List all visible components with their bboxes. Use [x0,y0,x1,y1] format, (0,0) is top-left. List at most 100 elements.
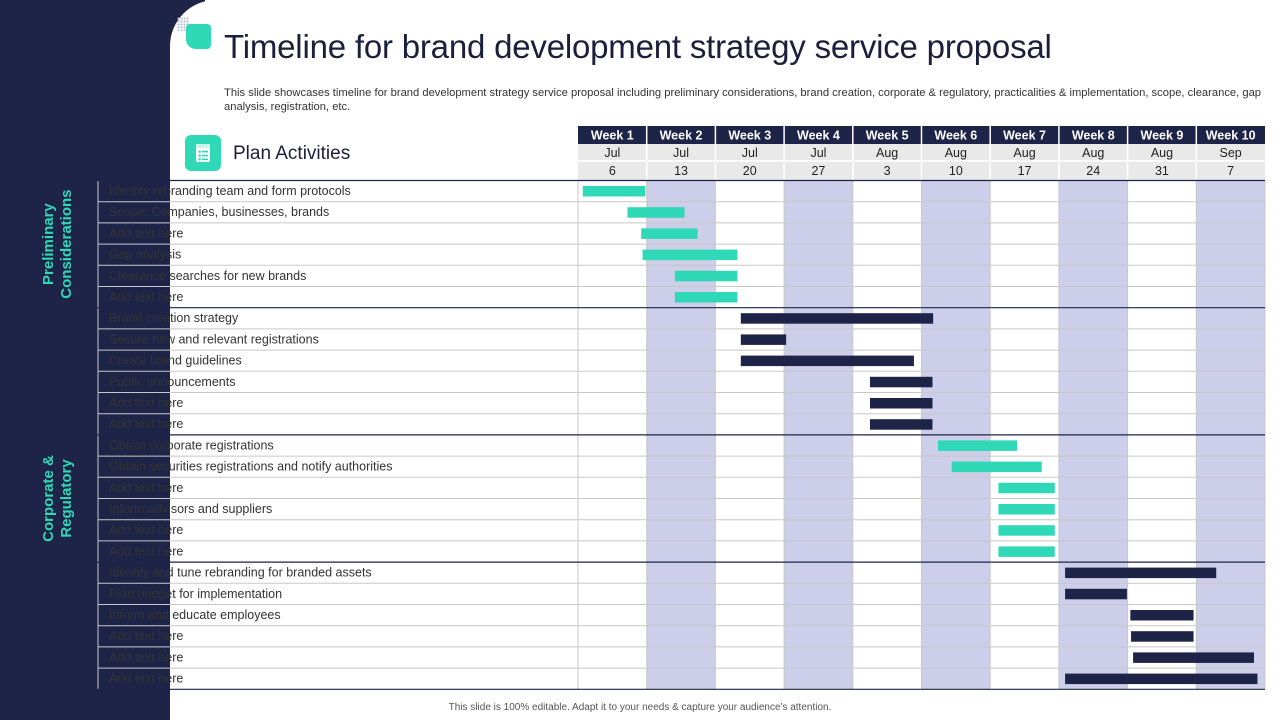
week-header-cell [1196,126,1265,144]
group-label: Corporate &Regulatory [40,455,75,542]
week-label: Week 1 [591,129,634,143]
task-bar [1131,631,1194,642]
calendar-list-icon [185,135,221,171]
group-label-text: BrandCreation [40,341,75,402]
day-label: 3 [884,164,891,178]
week-label: Week 3 [728,129,771,143]
week-header-cell [1127,126,1197,144]
date-header-cell [921,144,991,180]
date-header-cell [578,144,647,180]
task-label: Plan budget for implementation [109,587,282,601]
task-label: Add text here [109,396,183,410]
task-bar [869,398,933,409]
task-label: Add text here [109,226,183,240]
day-label: 7 [1227,164,1234,178]
task-bar [951,461,1042,473]
date-header-cell [715,144,785,180]
day-label: 24 [1086,164,1100,178]
week-label: Week 2 [660,129,703,143]
date-header-cell [784,144,853,180]
task-label: Create brand guidelines [109,354,242,368]
task-bar [740,313,934,324]
task-bar [641,228,698,239]
task-bar [869,419,933,430]
footer-note: This slide is 100% editable. Adapt it to… [448,702,832,713]
task-label: Gap analysis [109,248,181,262]
month-label: Jul [673,146,689,160]
week-label: Week 10 [1206,129,1256,143]
task-label: Inform advisors and suppliers [109,502,272,516]
task-bar [642,249,738,261]
task-label: Add text here [109,650,183,664]
task-bar [1065,673,1258,685]
week-label: Week 5 [866,129,909,143]
group-label-text: PreliminaryConsiderations [40,190,75,299]
task-bar [674,292,738,303]
day-label: 20 [743,164,757,178]
task-label: Add text here [109,672,183,686]
week-label: Week 4 [797,129,840,143]
month-label: Aug [1082,146,1104,160]
day-label: 13 [674,164,688,178]
week-header-cell [646,126,716,144]
group-label: Practicalities &Implementation [40,570,75,681]
group-label: PreliminaryConsiderations [40,190,75,299]
date-header-cell [1058,144,1128,180]
task-bar [869,376,933,388]
week-header-cell [578,126,647,144]
group-label: BrandCreation [40,341,75,402]
task-label: Add text here [109,544,183,558]
day-label: 31 [1155,164,1169,178]
task-bar [998,525,1055,536]
date-header-cell [990,144,1059,180]
task-label: Add text here [109,629,183,643]
task-bar [627,207,685,218]
week-header-cell [715,126,785,144]
teal-accent-square [186,24,211,49]
task-bar [740,334,787,345]
week-label: Week 6 [934,129,977,143]
task-bar [582,186,646,197]
day-label: 6 [609,164,616,178]
task-bar [1133,652,1255,663]
task-label: Public announcements [109,375,235,389]
week-header-cell [852,126,922,144]
group-label-text: Practicalities &Implementation [40,570,75,681]
month-label: Jul [810,146,826,160]
task-label: Obtain corporate registrations [109,438,274,452]
slide-title: Timeline for brand development strategy … [224,28,1052,65]
month-label: Aug [1151,146,1173,160]
month-label: Aug [876,146,898,160]
day-label: 27 [811,164,825,178]
date-header-cell [1127,144,1197,180]
month-label: Aug [1013,146,1035,160]
task-label: Add text here [109,481,183,495]
day-label: 10 [949,164,963,178]
week-label: Week 7 [1003,129,1046,143]
day-label: 17 [1018,164,1032,178]
month-label: Jul [604,146,620,160]
task-bar [1065,588,1127,600]
week-header-cell [784,126,853,144]
week-header-cell [990,126,1059,144]
task-label: Add text here [109,290,183,304]
task-bar [740,355,914,367]
task-bar [998,482,1055,494]
task-bar [937,440,1017,451]
task-label: Brand creation strategy [109,311,239,325]
task-bar [674,270,738,282]
month-label: Sep [1220,146,1242,160]
month-label: Jul [742,146,758,160]
task-label: Clearance searches for new brands [109,269,306,283]
group-label-text: Corporate &Regulatory [40,455,75,542]
task-label: Obtain securities registrations and noti… [109,460,392,474]
slide-description: This slide showcases timeline for brand … [224,87,1262,113]
task-label: Secure new and relevant registrations [109,332,319,346]
task-bar [998,546,1055,557]
date-header-cell [852,144,922,180]
task-label: Scope: Companies, businesses, brands [109,205,329,219]
task-bar [1065,567,1217,579]
task-label: Inform and educate employees [109,608,281,622]
date-header-cell [646,144,716,180]
task-bar [998,504,1055,515]
